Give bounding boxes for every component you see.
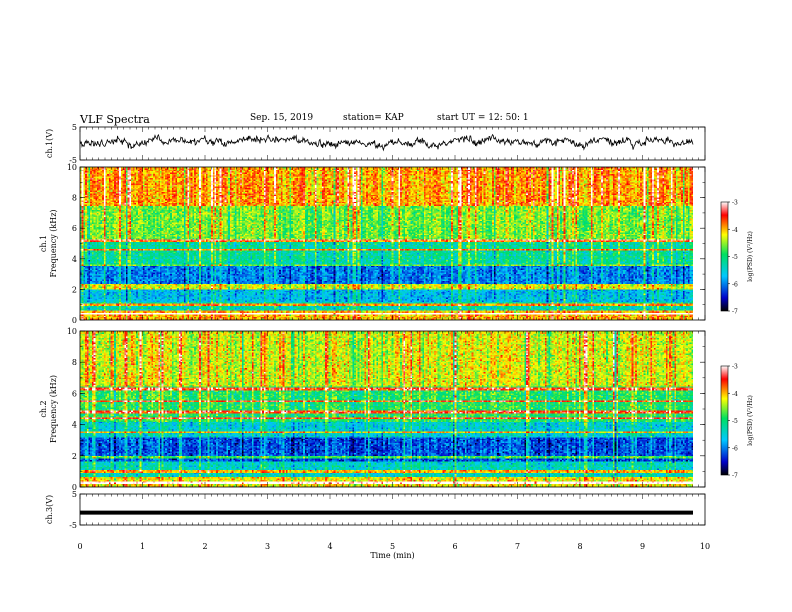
ch3-waveform-ytick-label: 5 [72, 490, 77, 499]
x-tick-label: 7 [515, 542, 520, 551]
ch1-spectrogram-colorbar-tick-label: -6 [732, 281, 738, 288]
ch1-spectrogram-ytick-label: 0 [72, 316, 77, 325]
ch2-spectrogram-colorbar-tick-label: -6 [732, 445, 738, 452]
ch2-spectrogram-ytick-label: 10 [67, 327, 77, 336]
x-tick-label: 10 [700, 542, 710, 551]
ch2-spectrogram-ytick-label: 8 [72, 358, 77, 367]
ch1-spectrogram-channel-label: ch.1 [39, 235, 48, 252]
ch1-waveform-trace [79, 133, 694, 152]
ch1-spectrogram-colorbar-label: log(PSD) (V²/Hz) [747, 231, 754, 282]
ch3-waveform-ylabel: ch.3(V) [45, 495, 54, 524]
x-tick-label: 9 [640, 542, 645, 551]
ch1-spectrogram-ytick-label: 6 [72, 224, 77, 233]
x-tick-label: 5 [390, 542, 395, 551]
date-label: Sep. 15, 2019 [250, 113, 314, 123]
ch2-spectrogram-colorbar-tick-label: -4 [732, 391, 738, 398]
ch2-spectrogram-ytick-label: 0 [72, 483, 77, 492]
start-time-label: start UT = 12: 50: 1 [437, 113, 529, 123]
ch2-spectrogram-colorbar-tick-label: -7 [732, 473, 738, 480]
x-tick-label: 6 [452, 542, 457, 551]
x-axis-label: Time (min) [370, 551, 414, 560]
x-tick-label: 2 [202, 542, 207, 551]
ch2-spectrogram-ytick-label: 4 [72, 421, 77, 430]
ch2-spectrogram-colorbar-label: log(PSD) (V²/Hz) [747, 395, 754, 446]
ch2-spectrogram-ytick-label: 6 [72, 389, 77, 398]
station-label: station= KAP [343, 113, 404, 123]
ch1-spectrogram-ytick-label: 4 [72, 255, 77, 264]
ch2-spectrogram-colorbar [720, 365, 729, 476]
ch2-spectrogram-colorbar-tick-label: -3 [732, 364, 738, 371]
x-tick-label: 0 [77, 542, 82, 551]
ch1-spectrogram-colorbar-tick-label: -3 [732, 200, 738, 207]
ch1-waveform-ytick-label: 5 [72, 123, 77, 132]
ch1-spectrogram-ylabel: Frequency (kHz) [49, 209, 58, 277]
ch1-spectrogram-ytick-label: 2 [72, 285, 77, 294]
figure-title: VLF Spectra [80, 113, 150, 126]
ch1-spectrogram-colorbar-tick-label: -7 [732, 309, 738, 316]
x-tick-label: 3 [265, 542, 270, 551]
ch1-waveform-ylabel: ch.1(V) [45, 129, 54, 158]
ch1-spectrogram-ytick-label: 10 [67, 163, 77, 172]
ch2-spectrogram-colorbar-tick-label: -5 [732, 418, 738, 425]
ch1-spectrogram-colorbar-tick-label: -5 [732, 254, 738, 261]
ch3-waveform-ytick-label: -5 [69, 521, 77, 530]
ch1-spectrogram-image [80, 167, 693, 320]
x-tick-label: 1 [140, 542, 145, 551]
ch2-spectrogram-image [80, 331, 693, 487]
x-tick-label: 8 [577, 542, 582, 551]
ch1-spectrogram-colorbar-tick-label: -4 [732, 227, 738, 234]
ch1-spectrogram-colorbar [720, 201, 729, 312]
ch2-spectrogram-ylabel: Frequency (kHz) [49, 375, 58, 443]
ch1-spectrogram-ytick-label: 8 [72, 194, 77, 203]
x-tick-label: 4 [327, 542, 332, 551]
ch2-spectrogram-ytick-label: 2 [72, 452, 77, 461]
ch1-waveform-ytick-label: -5 [69, 156, 77, 165]
ch2-spectrogram-channel-label: ch.2 [39, 400, 48, 417]
